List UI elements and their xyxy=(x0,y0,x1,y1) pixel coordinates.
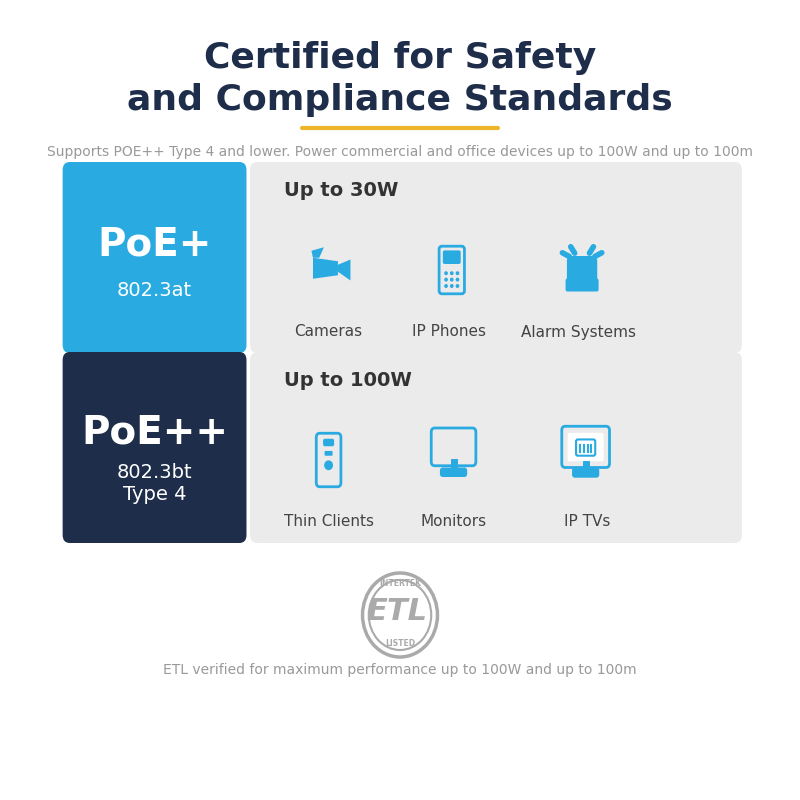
Circle shape xyxy=(456,278,458,281)
FancyBboxPatch shape xyxy=(62,162,246,353)
Text: Supports POE++ Type 4 and lower. Power commercial and office devices up to 100W : Supports POE++ Type 4 and lower. Power c… xyxy=(47,145,753,159)
FancyBboxPatch shape xyxy=(62,352,246,543)
FancyBboxPatch shape xyxy=(325,451,333,456)
Text: Up to 100W: Up to 100W xyxy=(284,370,412,390)
Text: 802.3bt: 802.3bt xyxy=(117,462,192,482)
Text: Up to 30W: Up to 30W xyxy=(284,181,398,199)
Polygon shape xyxy=(313,258,338,278)
FancyBboxPatch shape xyxy=(568,433,604,462)
FancyBboxPatch shape xyxy=(323,438,334,446)
Circle shape xyxy=(445,272,447,274)
Text: IP TVs: IP TVs xyxy=(564,514,610,530)
FancyBboxPatch shape xyxy=(440,467,467,477)
Circle shape xyxy=(325,461,332,470)
Text: 802.3at: 802.3at xyxy=(117,281,192,299)
FancyBboxPatch shape xyxy=(567,256,598,286)
Text: Alarm Systems: Alarm Systems xyxy=(521,325,636,339)
Text: LISTED: LISTED xyxy=(385,638,415,647)
Text: Certified for Safety: Certified for Safety xyxy=(204,41,596,75)
FancyBboxPatch shape xyxy=(443,250,461,264)
Circle shape xyxy=(456,285,458,287)
Text: IP Phones: IP Phones xyxy=(412,325,486,339)
Circle shape xyxy=(445,285,447,287)
Text: Cameras: Cameras xyxy=(294,325,362,339)
FancyBboxPatch shape xyxy=(250,162,742,353)
Circle shape xyxy=(456,272,458,274)
Text: and Compliance Standards: and Compliance Standards xyxy=(127,83,673,117)
Circle shape xyxy=(450,285,453,287)
Circle shape xyxy=(450,278,453,281)
FancyBboxPatch shape xyxy=(566,278,598,291)
Text: ETL verified for maximum performance up to 100W and up to 100m: ETL verified for maximum performance up … xyxy=(163,663,637,677)
FancyBboxPatch shape xyxy=(572,467,599,478)
Polygon shape xyxy=(311,247,324,258)
Circle shape xyxy=(445,278,447,281)
Text: Thin Clients: Thin Clients xyxy=(284,514,374,530)
Text: PoE+: PoE+ xyxy=(98,226,212,264)
Text: Monitors: Monitors xyxy=(421,514,486,530)
Text: INTERTEK: INTERTEK xyxy=(379,579,421,589)
Text: ETL: ETL xyxy=(366,597,427,626)
Polygon shape xyxy=(338,259,350,281)
Circle shape xyxy=(450,272,453,274)
FancyBboxPatch shape xyxy=(250,352,742,543)
Text: Type 4: Type 4 xyxy=(123,486,186,505)
Text: PoE++: PoE++ xyxy=(81,413,228,451)
